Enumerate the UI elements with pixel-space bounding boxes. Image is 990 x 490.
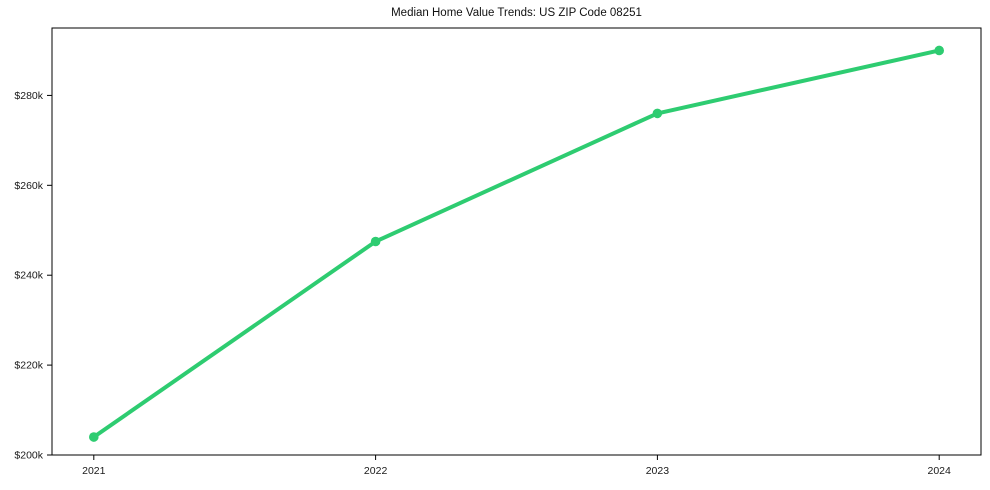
- y-axis-tick-label: $220k: [14, 360, 43, 372]
- y-axis-tick-label: $260k: [14, 180, 43, 192]
- chart-title: Median Home Value Trends: US ZIP Code 08…: [391, 7, 642, 19]
- data-point-marker-2023: [652, 108, 663, 119]
- x-axis-tick-label: 2024: [928, 465, 952, 477]
- plot-border: [51, 27, 982, 456]
- x-axis-tick-label: 2023: [646, 465, 670, 477]
- data-point-marker-2021: [89, 432, 99, 442]
- data-point-marker-2022: [370, 236, 381, 247]
- y-axis-tick-label: $200k: [14, 450, 43, 462]
- x-axis-tick-label: 2021: [82, 465, 106, 477]
- data-point-marker-2024: [934, 45, 944, 56]
- y-axis-tick-label: $280k: [14, 90, 43, 102]
- x-axis-tick-label: 2022: [364, 465, 388, 477]
- trend-line: [91, 48, 942, 440]
- y-axis-tick-label: $240k: [14, 270, 43, 282]
